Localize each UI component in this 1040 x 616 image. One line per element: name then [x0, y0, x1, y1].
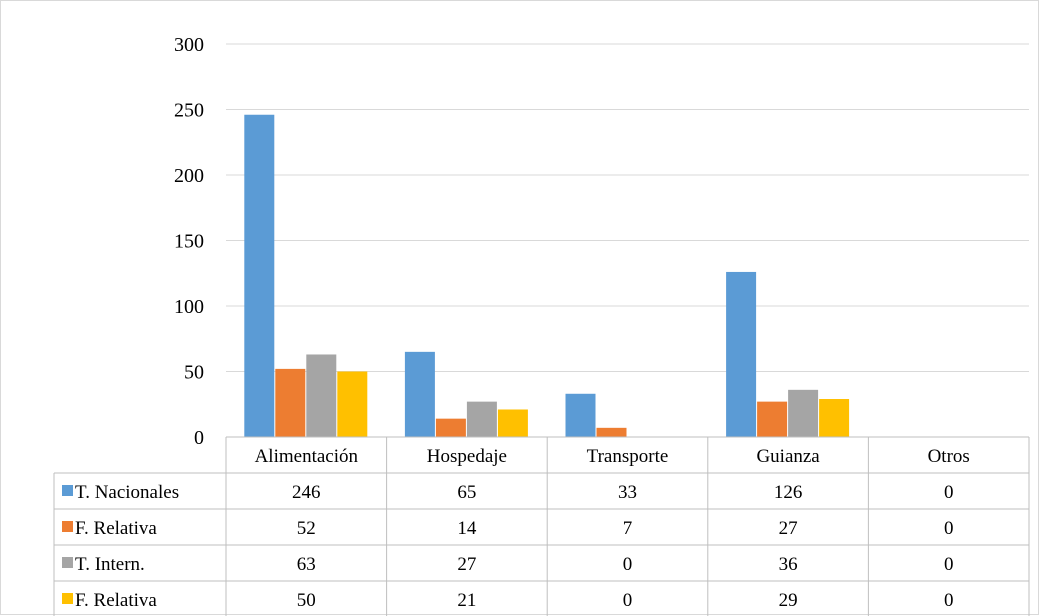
y-tick-label: 150: [174, 231, 204, 253]
bar: [404, 351, 435, 437]
legend-swatch: [62, 521, 73, 532]
x-category-label: Alimentación: [255, 446, 359, 467]
table-cell-value: 0: [623, 590, 633, 611]
table-cell-value: 21: [457, 590, 476, 611]
legend-label: F. Relativa: [75, 590, 157, 611]
table-cell-value: 27: [779, 518, 798, 539]
y-tick-label: 200: [174, 165, 204, 187]
table-cell-value: 36: [779, 554, 798, 575]
y-tick-label: 250: [174, 100, 204, 122]
table-cell-value: 0: [944, 554, 954, 575]
bar: [337, 371, 368, 437]
table-cell-value: 7: [623, 518, 633, 539]
bar: [757, 401, 788, 437]
legend-swatch: [62, 557, 73, 568]
y-tick-label: 0: [194, 427, 204, 449]
x-category-label: Otros: [928, 446, 970, 467]
legend-swatch: [62, 593, 73, 604]
table-cell-value: 29: [779, 590, 798, 611]
table-cell-value: 65: [457, 482, 476, 503]
bar: [244, 114, 275, 438]
table-cell-value: 52: [297, 518, 316, 539]
bar: [497, 409, 528, 437]
table-cell-value: 63: [297, 554, 316, 575]
table-cell-value: 126: [774, 482, 803, 503]
table-cell-value: 14: [457, 518, 477, 539]
bar: [596, 427, 627, 437]
bars: [244, 114, 850, 438]
bar: [788, 389, 819, 437]
table-cell-value: 246: [292, 482, 321, 503]
x-category-label: Hospedaje: [427, 446, 507, 467]
bar: [819, 399, 850, 437]
bar: [275, 368, 306, 437]
table-cell-value: 0: [944, 590, 954, 611]
legend-label: T. Nacionales: [75, 482, 179, 503]
table-cell-value: 0: [623, 554, 633, 575]
x-category-label: Transporte: [587, 446, 669, 467]
legend-label: T. Intern.: [75, 554, 145, 575]
x-category-label: Guianza: [756, 446, 820, 467]
bar: [435, 418, 466, 437]
bar: [565, 393, 596, 437]
bar: [306, 354, 337, 437]
table-cell-value: 0: [944, 518, 954, 539]
table-cell-value: 50: [297, 590, 316, 611]
gridlines: [226, 43, 1029, 372]
y-axis-ticks: 0 50 100 150 200 250 300: [174, 34, 204, 449]
table-cell-value: 0: [944, 482, 954, 503]
bar: [466, 401, 497, 437]
table-cell-value: 33: [618, 482, 637, 503]
data-table: Alimentación Hospedaje Transporte Guianza Ot…: [53, 436, 1030, 616]
bar: [726, 271, 757, 437]
legend-label: F. Relativa: [75, 518, 157, 539]
table-cell-value: 27: [457, 554, 476, 575]
legend-swatch: [62, 485, 73, 496]
y-tick-label: 50: [184, 362, 204, 384]
y-tick-label: 100: [174, 296, 204, 318]
y-tick-label: 300: [174, 34, 204, 56]
